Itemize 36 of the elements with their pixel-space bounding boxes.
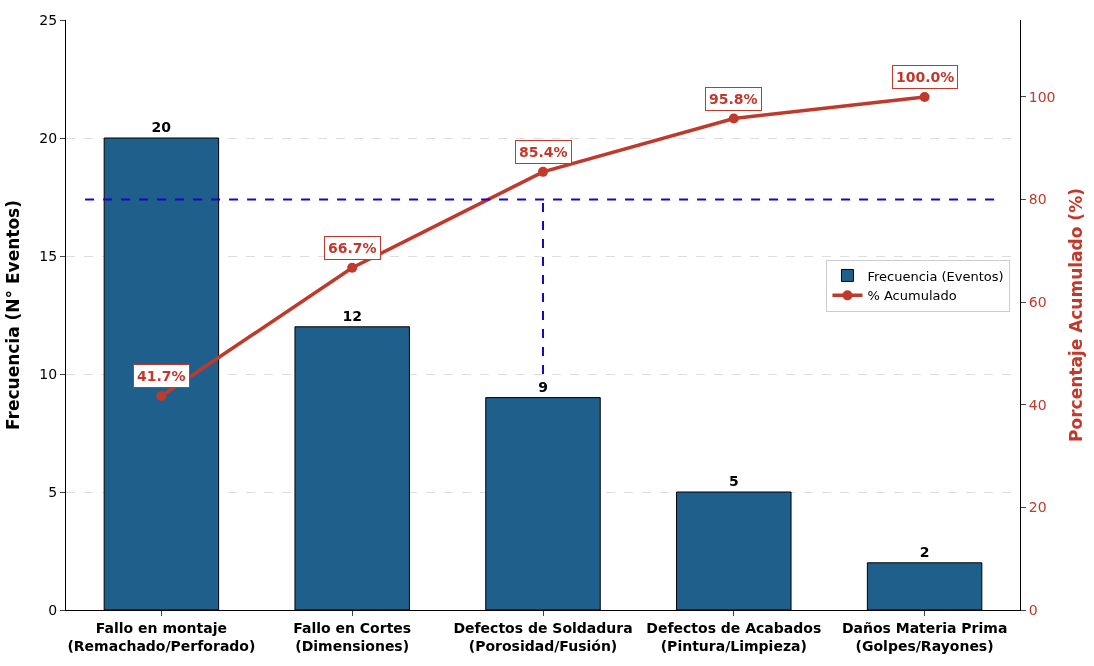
data-label: 20 [151, 119, 172, 135]
data-label: 95.8% [709, 91, 758, 107]
y-tick-label: 5 [48, 483, 58, 500]
x-tick-label: Defectos de Soldadura (Porosidad/Fusión) [453, 619, 633, 654]
y-tick-label: 0 [48, 601, 58, 618]
y-tick-label: 15 [39, 247, 58, 264]
y2-tick-label: 40 [1028, 396, 1047, 413]
y2-tick-label: 20 [1028, 499, 1047, 516]
legend-label: % Acumulado [867, 288, 957, 304]
y2-tick-label: 80 [1028, 191, 1047, 208]
y2-tick-label: 100 [1028, 88, 1056, 105]
y-tick-label: 10 [39, 365, 58, 382]
data-label: 12 [342, 307, 362, 324]
x-tick-label: Fallo en montaje (Remachado/Perforado) [67, 619, 256, 654]
point [347, 262, 358, 273]
x-tick-label: Daños Materia Prima (Golpes/Rayones) [841, 619, 1008, 654]
y2-tick-label: 0 [1028, 601, 1038, 618]
data-label: 9 [538, 378, 548, 395]
legend-label: Frecuencia (Eventos) [867, 268, 1004, 284]
point [156, 391, 167, 402]
x-tick-label: Fallo en Cortes (Dimensiones) [293, 619, 412, 654]
y-tick-label: 20 [39, 129, 58, 146]
data-label: 41.7% [137, 368, 186, 384]
data-label: 100.0% [896, 69, 955, 85]
y2-axis-title: Porcentaje Acumulado (%) [1065, 188, 1086, 442]
data-label: 2 [919, 543, 930, 560]
data-label: 85.4% [519, 144, 568, 160]
y-axis-title: Frecuencia (N° Eventos) [2, 200, 23, 430]
x-tick-label: Defectos de Acabados (Pintura/Limpieza) [646, 619, 822, 654]
point [728, 113, 739, 124]
y2-tick-label: 60 [1028, 294, 1047, 311]
y-tick-label: 25 [39, 11, 58, 28]
data-label: 66.7% [328, 240, 377, 256]
data-label: 5 [728, 473, 739, 489]
point [538, 166, 548, 177]
point [919, 91, 930, 102]
